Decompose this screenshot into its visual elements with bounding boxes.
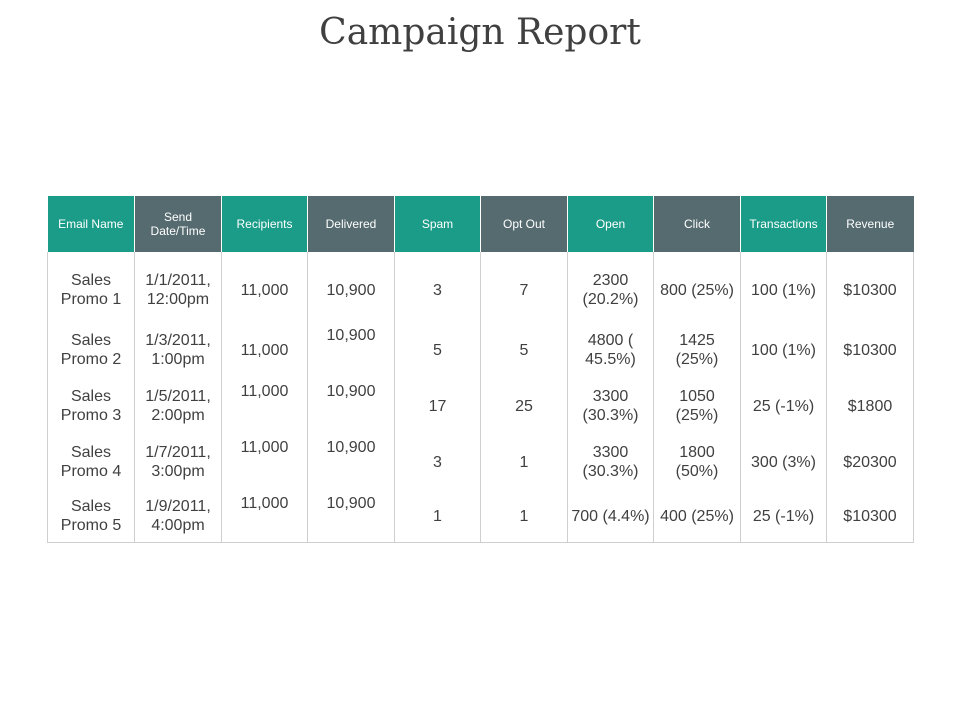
column-header-open: Open <box>567 196 654 252</box>
cell-recipients: 11,000 <box>221 252 308 322</box>
table-row: Sales Promo 4 1/7/2011, 3:00pm 11,000 10… <box>47 434 914 490</box>
cell-click: 1050 (25%) <box>653 378 741 434</box>
cell-click: 1425 (25%) <box>653 322 741 378</box>
cell-email-name: Sales Promo 2 <box>47 322 135 378</box>
cell-revenue: $10300 <box>826 490 914 543</box>
cell-revenue: $10300 <box>826 322 914 378</box>
cell-email-name: Sales Promo 3 <box>47 378 135 434</box>
cell-revenue: $1800 <box>826 378 914 434</box>
cell-transactions: 100 (1%) <box>740 252 827 322</box>
column-header-click: Click <box>653 196 741 252</box>
cell-send-datetime: 1/1/2011, 12:00pm <box>134 252 222 322</box>
cell-transactions: 100 (1%) <box>740 322 827 378</box>
table-header-row: Email Name Send Date/Time Recipients Del… <box>47 196 914 252</box>
cell-opt-out: 1 <box>480 434 568 490</box>
cell-revenue: $10300 <box>826 252 914 322</box>
cell-delivered: 10,900 <box>307 490 395 543</box>
cell-click: 400 (25%) <box>653 490 741 543</box>
cell-recipients: 11,000 <box>221 322 308 378</box>
column-header-delivered: Delivered <box>307 196 395 252</box>
table-row: Sales Promo 5 1/9/2011, 4:00pm 11,000 10… <box>47 490 914 543</box>
cell-delivered: 10,900 <box>307 378 395 434</box>
cell-click: 800 (25%) <box>653 252 741 322</box>
column-header-spam: Spam <box>394 196 481 252</box>
campaign-report-table: Email Name Send Date/Time Recipients Del… <box>47 196 914 543</box>
cell-opt-out: 7 <box>480 252 568 322</box>
cell-transactions: 300 (3%) <box>740 434 827 490</box>
cell-recipients: 11,000 <box>221 434 308 490</box>
cell-transactions: 25 (-1%) <box>740 490 827 543</box>
cell-spam: 1 <box>394 490 481 543</box>
table-row: Sales Promo 2 1/3/2011, 1:00pm 11,000 10… <box>47 322 914 378</box>
column-header-recipients: Recipients <box>221 196 308 252</box>
cell-spam: 5 <box>394 322 481 378</box>
cell-send-datetime: 1/7/2011, 3:00pm <box>134 434 222 490</box>
cell-opt-out: 1 <box>480 490 568 543</box>
cell-opt-out: 25 <box>480 378 568 434</box>
cell-open: 4800 ( 45.5%) <box>567 322 654 378</box>
cell-recipients: 11,000 <box>221 378 308 434</box>
column-header-send-date-time: Send Date/Time <box>134 196 222 252</box>
cell-open: 700 (4.4%) <box>567 490 654 543</box>
table-row: Sales Promo 3 1/5/2011, 2:00pm 11,000 10… <box>47 378 914 434</box>
cell-opt-out: 5 <box>480 322 568 378</box>
cell-open: 2300 (20.2%) <box>567 252 654 322</box>
cell-revenue: $20300 <box>826 434 914 490</box>
cell-delivered: 10,900 <box>307 322 395 378</box>
column-header-revenue: Revenue <box>826 196 914 252</box>
page-title: Campaign Report <box>319 12 641 53</box>
cell-click: 1800 (50%) <box>653 434 741 490</box>
cell-delivered: 10,900 <box>307 252 395 322</box>
cell-email-name: Sales Promo 5 <box>47 490 135 543</box>
cell-email-name: Sales Promo 4 <box>47 434 135 490</box>
cell-delivered: 10,900 <box>307 434 395 490</box>
cell-email-name: Sales Promo 1 <box>47 252 135 322</box>
cell-send-datetime: 1/3/2011, 1:00pm <box>134 322 222 378</box>
cell-recipients: 11,000 <box>221 490 308 543</box>
cell-spam: 3 <box>394 434 481 490</box>
table-row: Sales Promo 1 1/1/2011, 12:00pm 11,000 1… <box>47 252 914 322</box>
cell-spam: 3 <box>394 252 481 322</box>
cell-open: 3300 (30.3%) <box>567 378 654 434</box>
cell-send-datetime: 1/5/2011, 2:00pm <box>134 378 222 434</box>
column-header-email-name: Email Name <box>47 196 135 252</box>
column-header-opt-out: Opt Out <box>480 196 568 252</box>
cell-spam: 17 <box>394 378 481 434</box>
column-header-transactions: Transactions <box>740 196 827 252</box>
cell-open: 3300 (30.3%) <box>567 434 654 490</box>
cell-transactions: 25 (-1%) <box>740 378 827 434</box>
cell-send-datetime: 1/9/2011, 4:00pm <box>134 490 222 543</box>
